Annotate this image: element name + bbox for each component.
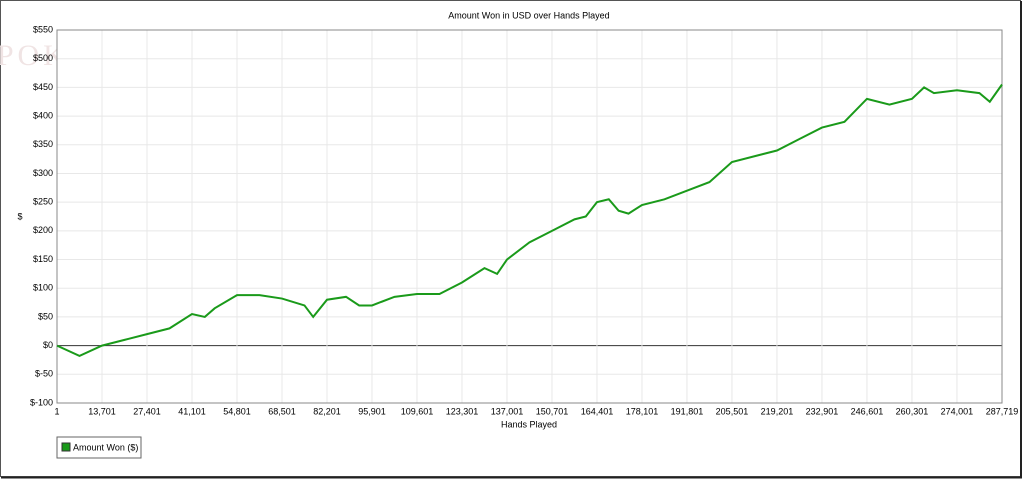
x-tick-label: 232,901 <box>806 406 839 416</box>
y-tick-label: $300 <box>33 168 53 178</box>
x-tick-label: 287,719 <box>986 406 1019 416</box>
y-tick-label: $550 <box>33 24 53 34</box>
y-tick-label: $-50 <box>35 369 53 379</box>
y-tick-label: $500 <box>33 53 53 63</box>
x-tick-label: 191,801 <box>671 406 704 416</box>
x-tick-label: 41,101 <box>178 406 206 416</box>
y-tick-label: $200 <box>33 225 53 235</box>
x-tick-label: 123,301 <box>446 406 479 416</box>
x-tick-label: 164,401 <box>581 406 614 416</box>
x-tick-label: 137,001 <box>491 406 524 416</box>
y-tick-label: $50 <box>38 311 53 321</box>
x-tick-label: 246,601 <box>851 406 884 416</box>
x-tick-label: 1 <box>54 406 59 416</box>
series-line <box>56 83 1003 358</box>
y-tick-label: $0 <box>43 340 53 350</box>
plot-area <box>56 29 1003 404</box>
y-tick-label: $450 <box>33 82 53 92</box>
x-tick-label: 219,201 <box>761 406 794 416</box>
x-tick-label: 178,101 <box>626 406 659 416</box>
x-tick-label: 82,201 <box>313 406 341 416</box>
chart-title: Amount Won in USD over Hands Played <box>448 10 609 20</box>
y-tick-label: $350 <box>33 139 53 149</box>
x-tick-label: 68,501 <box>268 406 296 416</box>
x-tick-label: 274,001 <box>941 406 974 416</box>
legend-box <box>56 436 142 459</box>
x-tick-label: 205,501 <box>716 406 749 416</box>
x-tick-label: 54,801 <box>223 406 251 416</box>
x-tick-label: 13,701 <box>88 406 116 416</box>
y-tick-label: $-100 <box>30 397 53 407</box>
x-tick-label: 95,901 <box>358 406 386 416</box>
plot-border <box>56 29 1003 404</box>
x-tick-label: 109,601 <box>401 406 434 416</box>
y-axis-label: $ <box>17 211 22 221</box>
x-tick-label: 150,701 <box>536 406 569 416</box>
y-tick-label: $250 <box>33 197 53 207</box>
y-tick-label: $100 <box>33 283 53 293</box>
x-tick-label: 260,301 <box>896 406 929 416</box>
legend-swatch <box>61 442 71 452</box>
x-tick-label: 27,401 <box>133 406 161 416</box>
y-tick-label: $400 <box>33 110 53 120</box>
legend-label: Amount Won ($) <box>73 442 138 452</box>
x-axis-label: Hands Played <box>501 419 557 429</box>
y-tick-label: $150 <box>33 254 53 264</box>
